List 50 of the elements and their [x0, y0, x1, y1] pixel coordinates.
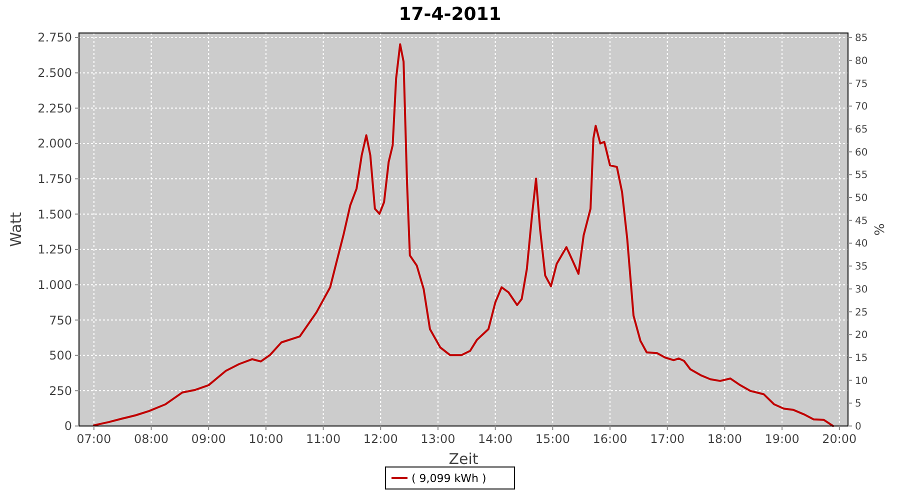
y2-tick-label: 65: [855, 124, 868, 136]
x-tick-label: 10:00: [248, 432, 284, 446]
y2-tick-label: 10: [855, 376, 868, 387]
y2-tick-label: 25: [855, 307, 868, 318]
x-tick-label: 18:00: [707, 432, 742, 446]
y-tick-label: 500: [49, 348, 72, 363]
y2-tick-label: 45: [855, 216, 868, 227]
y2-tick-label: 70: [855, 102, 868, 113]
y2-tick-label: 20: [855, 330, 868, 342]
x-tick-label: 09:00: [191, 432, 226, 446]
chart-title: 17-4-2011: [398, 4, 502, 25]
y2-tick-label: 35: [855, 262, 868, 273]
x-tick-label: 08:00: [134, 432, 169, 446]
x-tick-label: 19:00: [764, 432, 800, 446]
y-tick-label: 1.500: [38, 207, 72, 222]
x-tick-label: 07:00: [76, 432, 112, 446]
x-tick-label: 12:00: [363, 432, 398, 446]
line-series: [92, 43, 834, 427]
x-tick-label: 17:00: [650, 432, 685, 446]
y2-tick-label: 55: [855, 170, 868, 182]
legend-label: ( 9,099 kWh ): [412, 472, 486, 485]
y-tick-label: 2.750: [38, 30, 72, 45]
y-tick-label: 750: [49, 313, 72, 328]
x-tick-label: 14:00: [478, 432, 513, 446]
y2-tick-label: 30: [855, 284, 868, 296]
y-tick-label: 1.000: [38, 278, 72, 292]
y2-tick-label: 15: [855, 352, 868, 364]
y2-tick-label: 5: [855, 398, 862, 410]
x-tick-label: 20:00: [822, 432, 857, 446]
y2-axis-title: %: [873, 223, 888, 236]
x-tick-label: 11:00: [306, 432, 341, 446]
y2-tick-label: 80: [855, 56, 868, 67]
x-tick-label: 15:00: [535, 432, 570, 446]
y-tick-label: 250: [49, 384, 72, 398]
y2-tick-label: 75: [855, 78, 868, 90]
y2-tick-label: 0: [855, 422, 862, 432]
x-axis-title: Zeit: [448, 450, 478, 468]
y-tick-label: 1.250: [38, 242, 72, 257]
y2-tick-label: 40: [855, 238, 868, 250]
y-axis-title: Watt: [7, 212, 25, 247]
y-tick-label: 2.000: [38, 136, 72, 151]
y2-tick-label: 50: [855, 193, 868, 204]
y-tick-label: 2.500: [38, 66, 72, 80]
y2-tick-label: 85: [855, 33, 868, 44]
y-tick-label: 2.250: [38, 101, 72, 116]
x-tick-label: 13:00: [420, 432, 456, 446]
y-tick-label: 1.750: [38, 172, 72, 186]
y2-tick-label: 60: [855, 147, 868, 158]
y-tick-label: 0: [64, 419, 72, 434]
x-tick-label: 16:00: [592, 432, 628, 446]
